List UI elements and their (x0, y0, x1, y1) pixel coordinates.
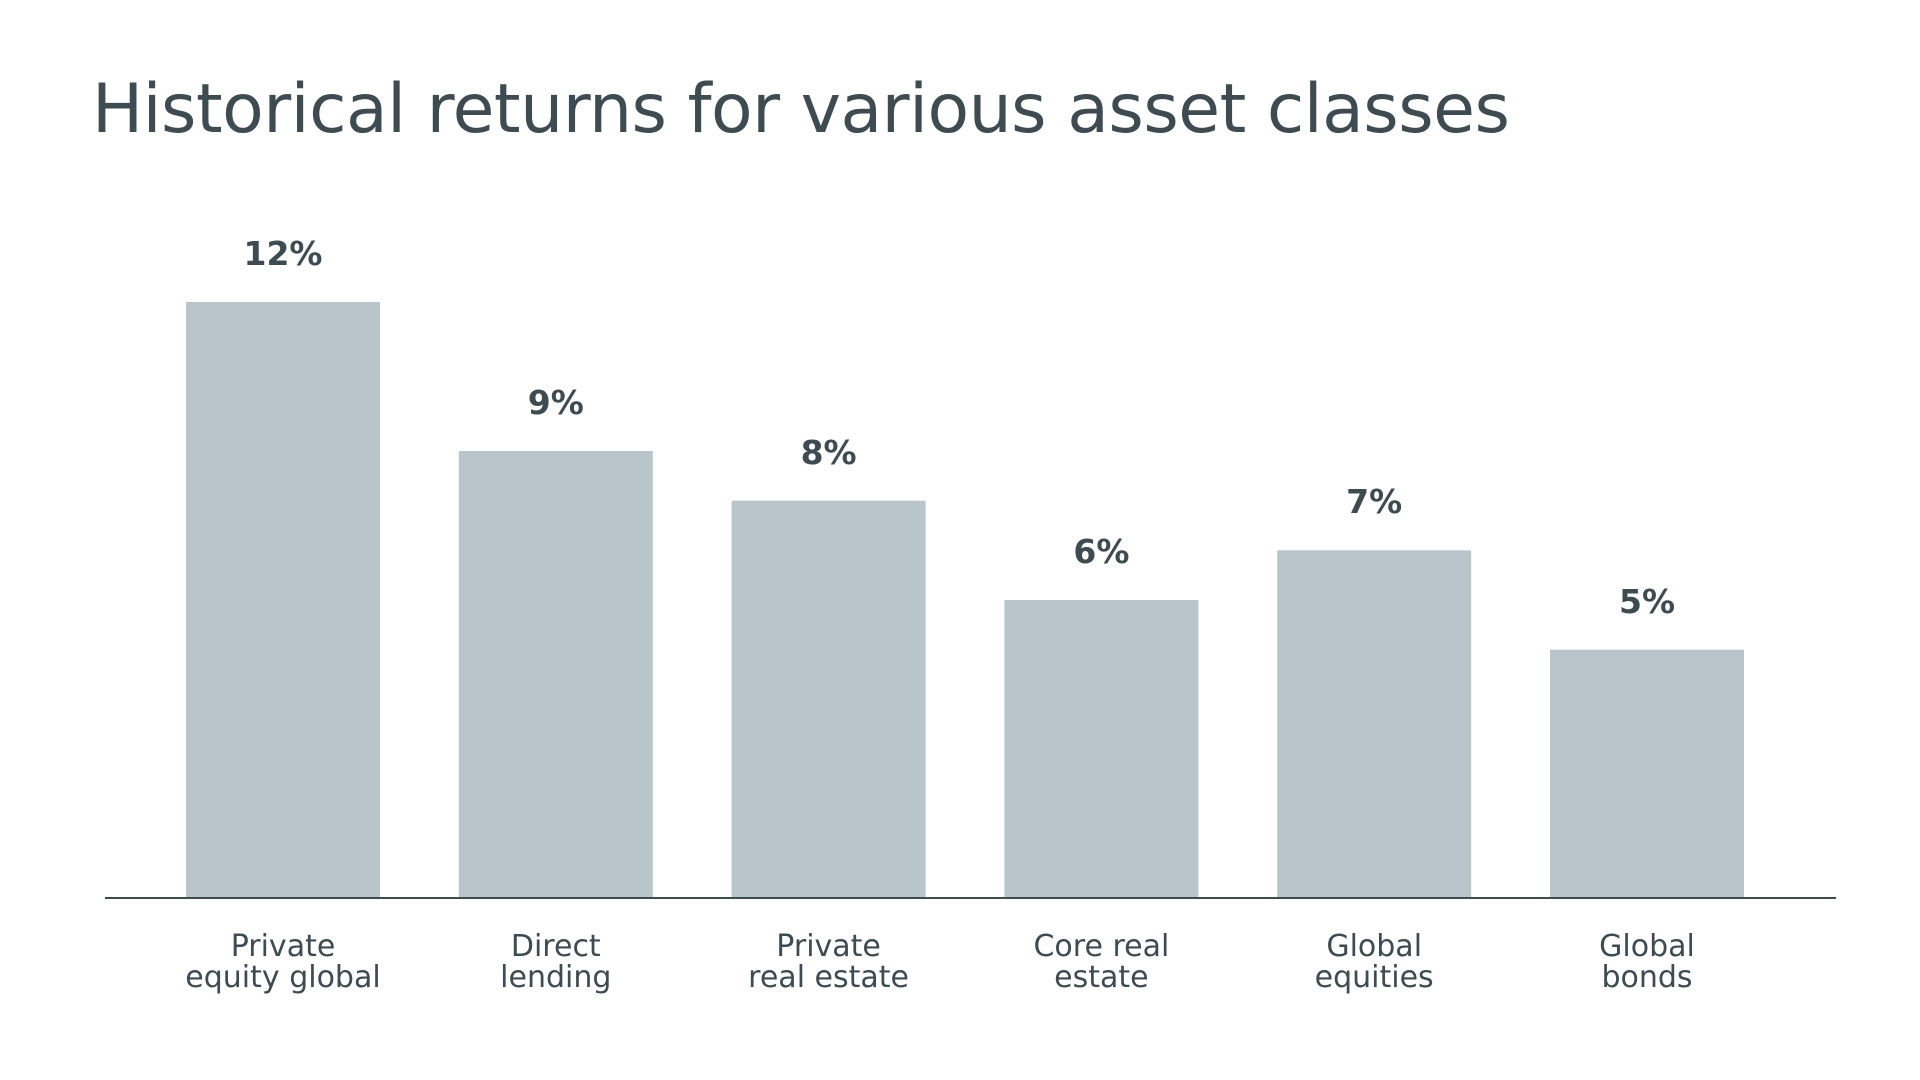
bar (1004, 600, 1199, 898)
x-tick-label: Core real estate (1033, 929, 1170, 995)
value-label: 6% (1073, 532, 1130, 571)
value-label: 7% (1346, 482, 1403, 522)
x-tick-label: Private equity global (185, 929, 381, 995)
x-tick-label: Direct lending (500, 929, 612, 995)
chart-title: Historical returns for various asset cla… (92, 70, 1510, 149)
x-tick-label: Global bonds (1599, 929, 1695, 995)
value-label: 12% (243, 234, 323, 273)
value-label: 5% (1618, 581, 1676, 621)
bar (186, 302, 380, 898)
bar (1277, 550, 1472, 898)
value-label: 8% (800, 432, 857, 472)
value-label: 9% (527, 383, 584, 422)
x-tick-label: Private real estate (748, 929, 910, 995)
bar (458, 451, 653, 898)
x-tick-label: Global equities (1314, 929, 1434, 995)
bar (731, 500, 926, 898)
bar (1550, 649, 1744, 898)
